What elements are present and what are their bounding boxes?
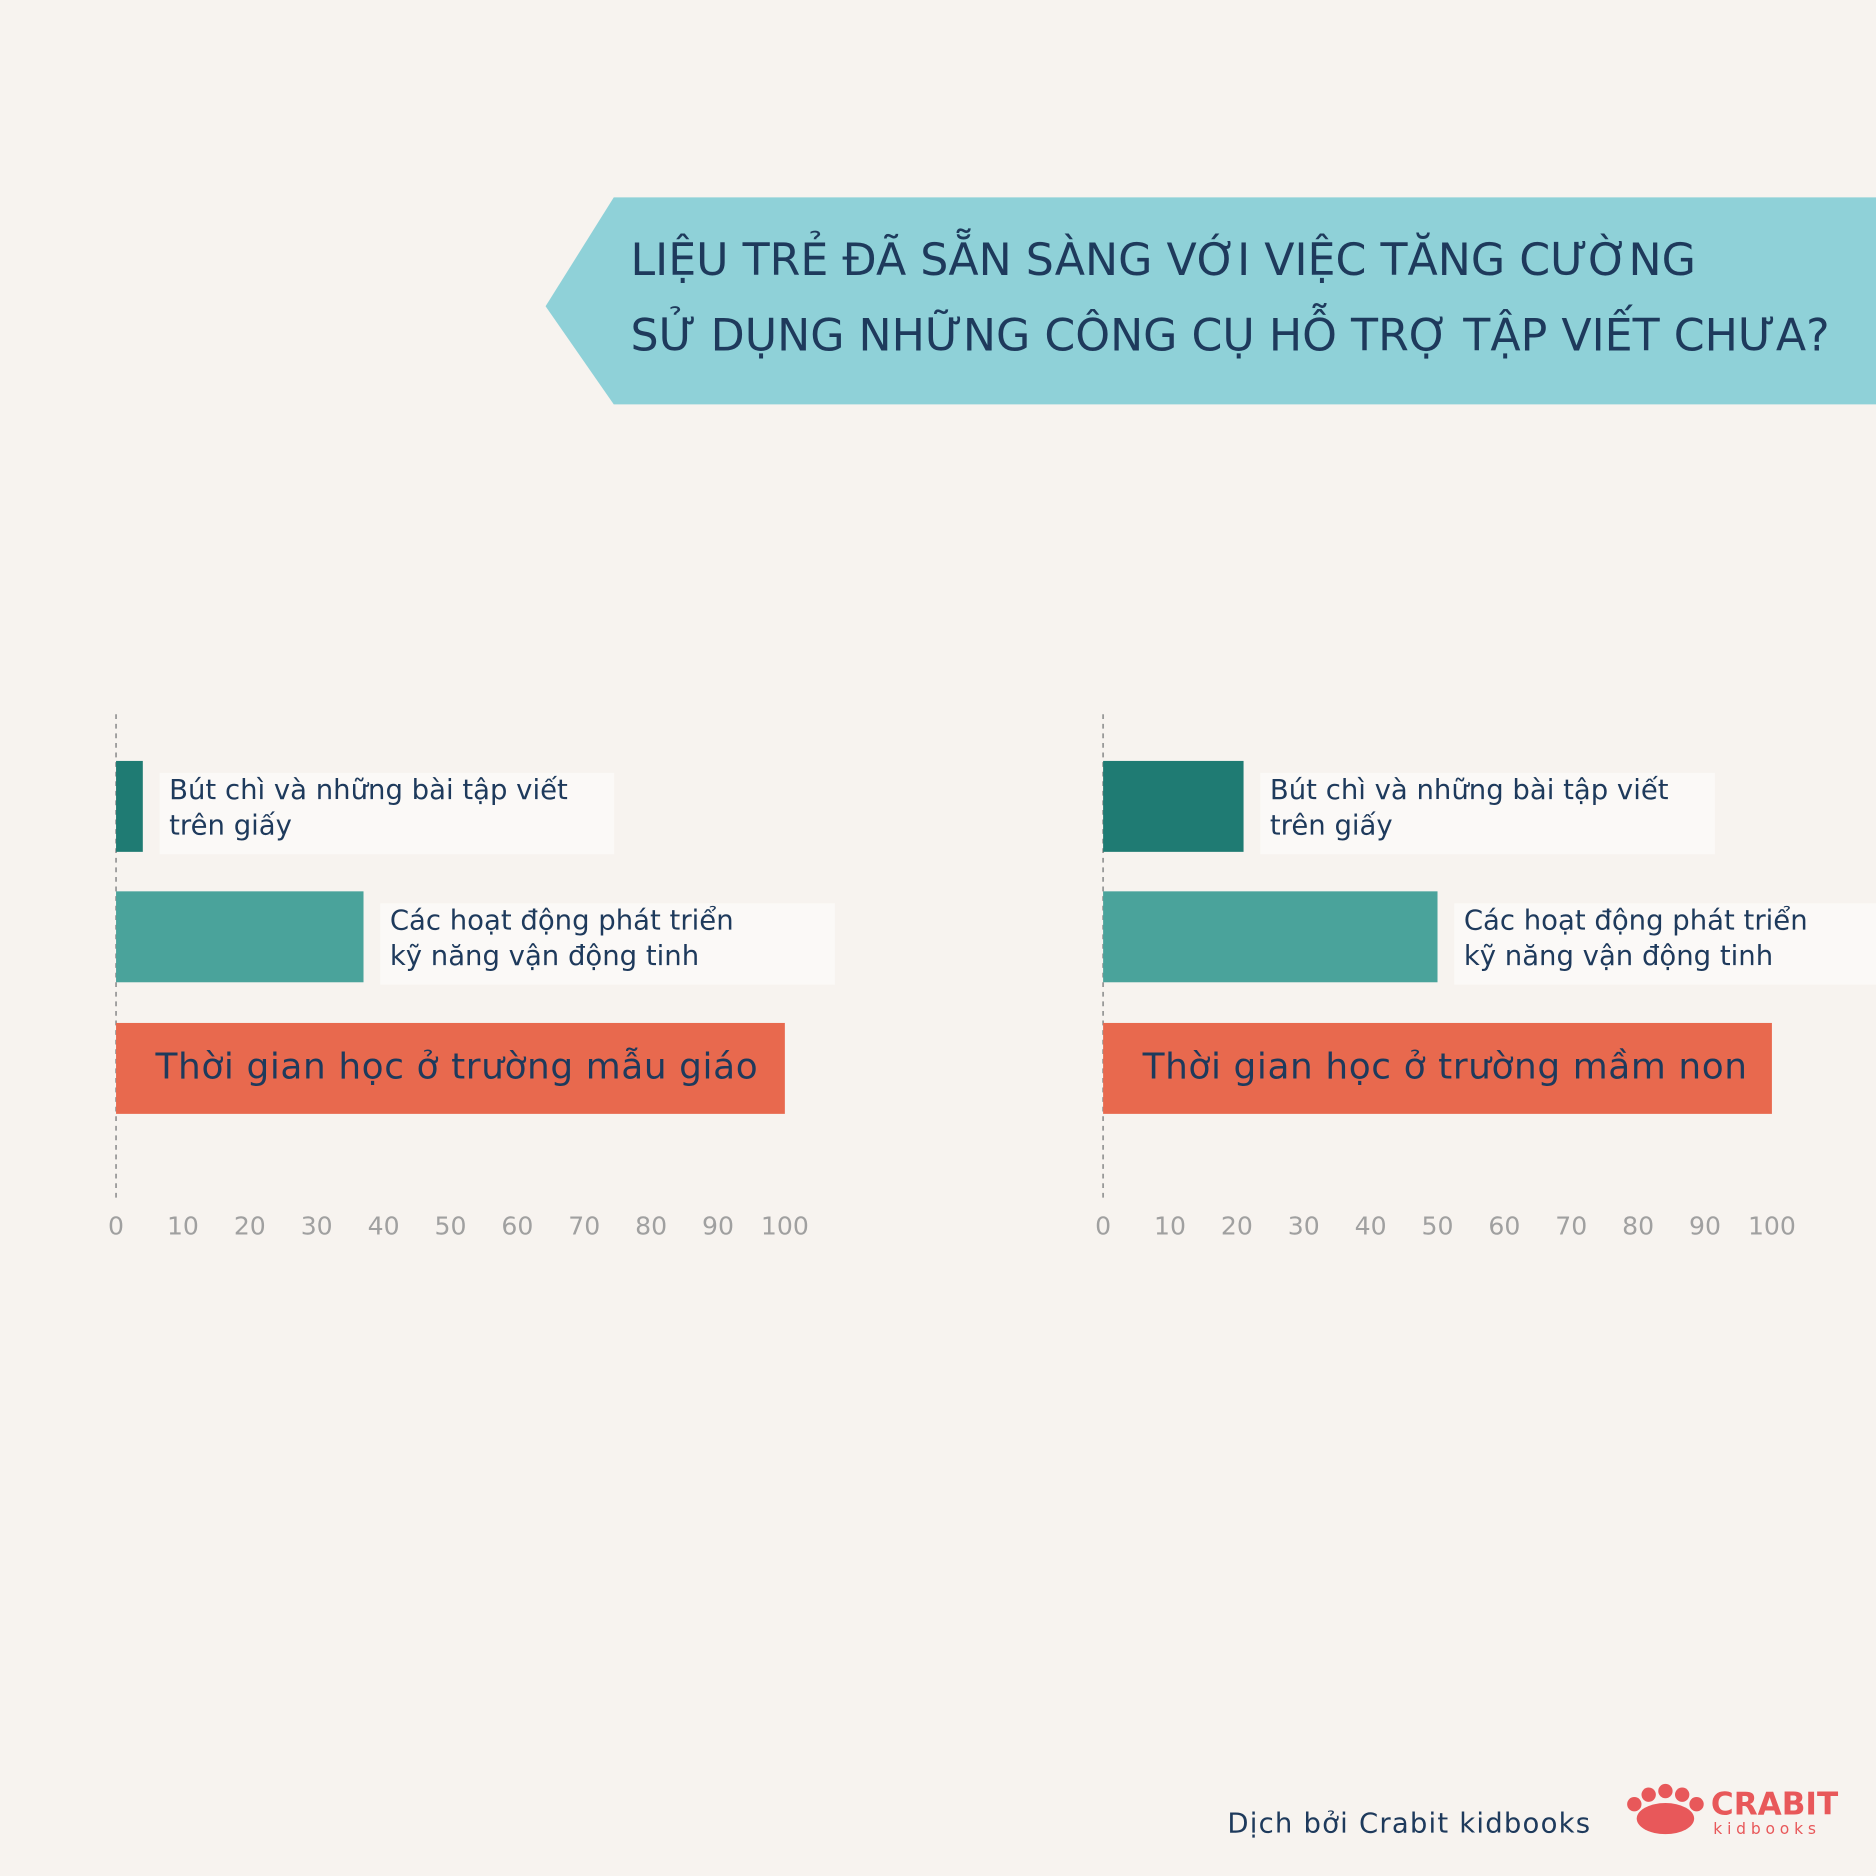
credit: Dịch bởi Crabit kidbooks <box>1227 1808 1591 1840</box>
x-tick-label: 0 <box>108 1212 124 1241</box>
logo-sub: kidbooks <box>1713 1820 1820 1838</box>
x-tick-label: 80 <box>635 1212 667 1241</box>
x-tick-label: 60 <box>1488 1212 1520 1241</box>
x-tick-label: 50 <box>1422 1212 1454 1241</box>
x-tick-label: 90 <box>702 1212 734 1241</box>
bar-label: Bút chì và những bài tập viết <box>169 774 568 806</box>
title-banner <box>545 197 1876 405</box>
x-tick-label: 100 <box>1748 1212 1796 1241</box>
x-tick-label: 100 <box>761 1212 809 1241</box>
title-line: LIỆU TRẺ ĐÃ SẴN SÀNG VỚI VIỆC TĂNG CƯỜNG <box>631 228 1696 286</box>
x-tick-label: 30 <box>301 1212 333 1241</box>
bar-label: kỹ năng vận động tinh <box>1464 940 1773 972</box>
x-tick-label: 90 <box>1689 1212 1721 1241</box>
x-tick-label: 70 <box>568 1212 600 1241</box>
bar <box>116 1022 785 1114</box>
x-tick-label: 10 <box>167 1212 199 1241</box>
x-tick-label: 70 <box>1555 1212 1587 1241</box>
bar-label: Thời gian học ở trường mầm non <box>1142 1046 1748 1087</box>
label-backdrop <box>159 772 615 855</box>
label-backdrop <box>380 903 835 985</box>
bar <box>1103 891 1438 983</box>
x-tick-label: 60 <box>501 1212 533 1241</box>
x-tick-label: 80 <box>1622 1212 1654 1241</box>
title-line: SỬ DỤNG NHỮNG CÔNG CỤ HỖ TRỢ TẬP VIẾT CH… <box>631 303 1830 362</box>
bar-label: Các hoạt động phát triển <box>1464 904 1808 936</box>
label-backdrop <box>1454 903 1876 985</box>
bar <box>1103 760 1244 852</box>
x-tick-label: 20 <box>234 1212 266 1241</box>
bar <box>116 760 143 852</box>
bar-label: kỹ năng vận động tinh <box>390 940 699 972</box>
x-tick-label: 40 <box>368 1212 400 1241</box>
bar <box>116 891 364 983</box>
bar-label: Các hoạt động phát triển <box>390 904 734 936</box>
bar-label: Thời gian học ở trường mẫu giáo <box>155 1046 759 1087</box>
bar-label: trên giấy <box>1270 810 1393 842</box>
x-tick-label: 40 <box>1355 1212 1387 1241</box>
logo-paw <box>1627 1783 1704 1835</box>
logo-name: CRABIT <box>1711 1786 1839 1822</box>
x-tick-label: 50 <box>434 1212 466 1241</box>
x-tick-label: 0 <box>1095 1212 1111 1241</box>
x-tick-label: 30 <box>1288 1212 1320 1241</box>
bar <box>1103 1022 1772 1114</box>
bar-label: Bút chì và những bài tập viết <box>1270 774 1669 806</box>
x-tick-label: 20 <box>1221 1212 1253 1241</box>
bar-label: trên giấy <box>169 810 292 842</box>
x-tick-label: 10 <box>1154 1212 1186 1241</box>
label-backdrop <box>1260 772 1715 855</box>
